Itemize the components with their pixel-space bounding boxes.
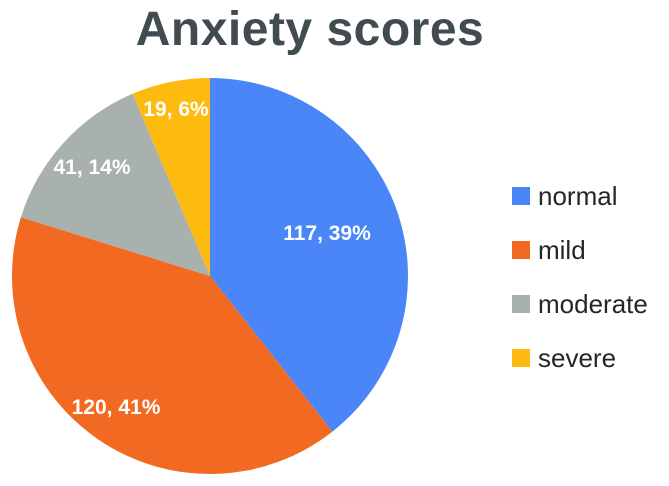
slice-normal [210, 78, 408, 432]
chart-title: Anxiety scores [135, 3, 485, 56]
legend-swatch-normal [512, 187, 530, 205]
data-label-moderate: 41, 14% [53, 156, 130, 179]
data-label-normal: 117, 39% [283, 222, 371, 245]
slice-severe [132, 78, 210, 276]
slice-mild [11, 217, 333, 474]
legend-item-severe: severe [512, 340, 648, 376]
legend-label-normal: normal [538, 180, 618, 211]
legend-swatch-mild [512, 241, 530, 259]
legend-label-severe: severe [538, 342, 617, 373]
legend: normal mild moderate severe [512, 178, 648, 394]
legend-swatch-severe [512, 349, 530, 367]
pie-slices [11, 78, 408, 474]
legend-item-normal: normal [512, 178, 648, 214]
legend-item-moderate: moderate [512, 286, 648, 322]
slice-moderate [20, 93, 211, 277]
legend-label-moderate: moderate [538, 288, 648, 319]
legend-item-mild: mild [512, 232, 648, 268]
data-label-mild: 120, 41% [72, 396, 161, 419]
pie-data-labels: 117, 39% 120, 41% 41, 14% 19, 6% [53, 98, 371, 419]
legend-label-mild: mild [538, 234, 586, 265]
legend-swatch-moderate [512, 295, 530, 313]
data-label-severe: 19, 6% [143, 98, 209, 121]
